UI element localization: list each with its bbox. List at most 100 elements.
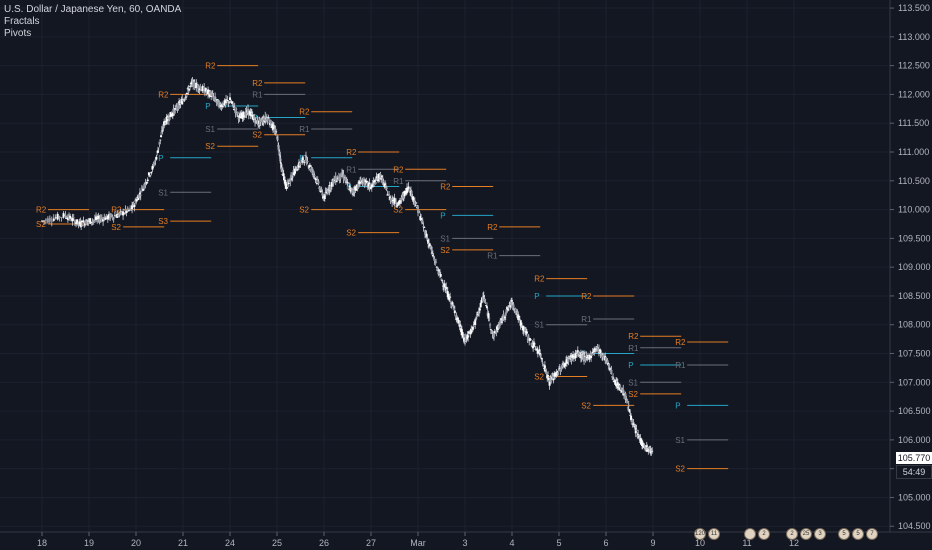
event-icon[interactable]: 120 xyxy=(694,528,706,540)
candle-body xyxy=(386,187,388,189)
candle-body xyxy=(150,172,152,173)
candle-body xyxy=(423,227,425,228)
candle-body xyxy=(473,326,475,327)
pivot-level-label: P xyxy=(158,154,163,163)
candle-body xyxy=(454,311,456,314)
y-tick-label: 109.500 xyxy=(898,233,931,243)
symbol-title[interactable]: U.S. Dollar / Japanese Yen, 60, OANDA xyxy=(4,4,181,16)
candle-body xyxy=(591,355,593,356)
events-group-4[interactable]: 5 5 7 xyxy=(838,528,878,540)
candle-body xyxy=(388,194,390,195)
candle-body xyxy=(49,218,51,222)
event-icon[interactable]: 11 xyxy=(708,528,720,540)
candle-body xyxy=(122,211,124,215)
indicator-pivots[interactable]: Pivots xyxy=(4,28,181,40)
pivot-level-label: S3 xyxy=(158,217,168,226)
grid xyxy=(0,0,890,532)
candle-body xyxy=(349,186,351,187)
last-price-tag: 105.770 xyxy=(896,452,932,464)
event-icon[interactable] xyxy=(744,528,756,540)
candle-body xyxy=(229,97,231,100)
candle-body xyxy=(296,171,298,172)
candle-body xyxy=(628,406,630,407)
candle-body xyxy=(467,336,469,337)
pivot-level-label: S1 xyxy=(628,378,638,387)
candle-body xyxy=(508,307,510,308)
candle-body xyxy=(528,341,530,342)
pivot-level-label: S2 xyxy=(393,206,403,215)
event-icon[interactable]: 7 xyxy=(866,528,878,540)
candle-body xyxy=(314,175,316,176)
candle-body xyxy=(155,157,157,160)
candle-body xyxy=(123,213,125,214)
x-tick-label: 3 xyxy=(462,538,467,548)
indicator-fractals[interactable]: Fractals xyxy=(4,16,181,28)
candle-body xyxy=(419,212,421,213)
candle-body xyxy=(307,161,309,162)
event-icon[interactable]: 25 xyxy=(800,528,812,540)
candle-body xyxy=(321,189,323,190)
y-tick-label: 113.000 xyxy=(898,32,930,42)
y-tick-label: 107.500 xyxy=(898,349,931,359)
candle-body xyxy=(542,362,544,363)
pivot-level-label: R1 xyxy=(346,165,357,174)
pivot-level-label: R1 xyxy=(393,177,404,186)
event-icon[interactable]: 2 xyxy=(758,528,770,540)
pivot-level-label: S2 xyxy=(440,246,450,255)
pivot-level-label: R1 xyxy=(487,252,498,261)
pivot-level-label: R2 xyxy=(440,183,451,192)
candle-body xyxy=(69,216,71,219)
candle-body xyxy=(157,150,159,152)
event-icon[interactable]: 3 xyxy=(814,528,826,540)
pivot-level-label: S2 xyxy=(111,223,121,232)
x-tick-label: 6 xyxy=(603,538,608,548)
pivot-level-label: S2 xyxy=(252,131,262,140)
chart-legend: U.S. Dollar / Japanese Yen, 60, OANDA Fr… xyxy=(4,4,181,40)
candle-body xyxy=(113,217,115,219)
pivot-level-label: S2 xyxy=(205,142,215,151)
event-icon[interactable]: 5 xyxy=(852,528,864,540)
event-icon[interactable]: 5 xyxy=(838,528,850,540)
y-tick-label: 110.000 xyxy=(898,205,930,215)
candle-body xyxy=(151,166,153,169)
candle-body xyxy=(53,219,55,221)
y-tick-label: 112.500 xyxy=(898,61,930,71)
candle-body xyxy=(433,259,435,261)
y-tick-label: 106.000 xyxy=(898,435,931,445)
events-group-1[interactable]: 120 11 xyxy=(694,528,720,540)
candle-body xyxy=(547,375,549,376)
pivot-level-label: R2 xyxy=(346,148,357,157)
candle-body xyxy=(497,329,499,330)
candle-body xyxy=(47,219,49,223)
candles xyxy=(41,77,653,456)
candle-body xyxy=(511,300,513,301)
candle-body xyxy=(347,183,349,184)
time-axis[interactable]: 18 19 20 21 24 25 26 27 Mar 3 4 5 6 9 10 11 12 xyxy=(37,532,799,548)
candle-body xyxy=(479,308,481,310)
x-tick-label: 25 xyxy=(272,538,282,548)
candle-body xyxy=(489,324,491,325)
candle-body xyxy=(300,164,302,165)
events-group-3[interactable]: 2 25 3 xyxy=(786,528,826,540)
candle-body xyxy=(124,209,126,211)
candle-body xyxy=(383,181,385,182)
candle-body xyxy=(148,172,150,175)
candle-body xyxy=(636,429,638,430)
candle-body xyxy=(162,131,164,132)
candle-body xyxy=(114,215,116,216)
candle-body xyxy=(488,318,490,319)
events-group-2[interactable]: 2 xyxy=(744,528,770,540)
candle-body xyxy=(159,140,161,141)
candle-body xyxy=(415,205,417,206)
candle-body xyxy=(486,306,488,308)
x-tick-label: 18 xyxy=(37,538,47,548)
candle-body xyxy=(234,107,236,109)
candle-body xyxy=(133,205,135,207)
candle-body xyxy=(318,181,320,183)
candle-body xyxy=(146,182,148,184)
y-tick-label: 112.000 xyxy=(898,89,930,99)
candle-body xyxy=(449,297,451,298)
event-icon[interactable]: 2 xyxy=(786,528,798,540)
candle-body xyxy=(184,100,186,101)
